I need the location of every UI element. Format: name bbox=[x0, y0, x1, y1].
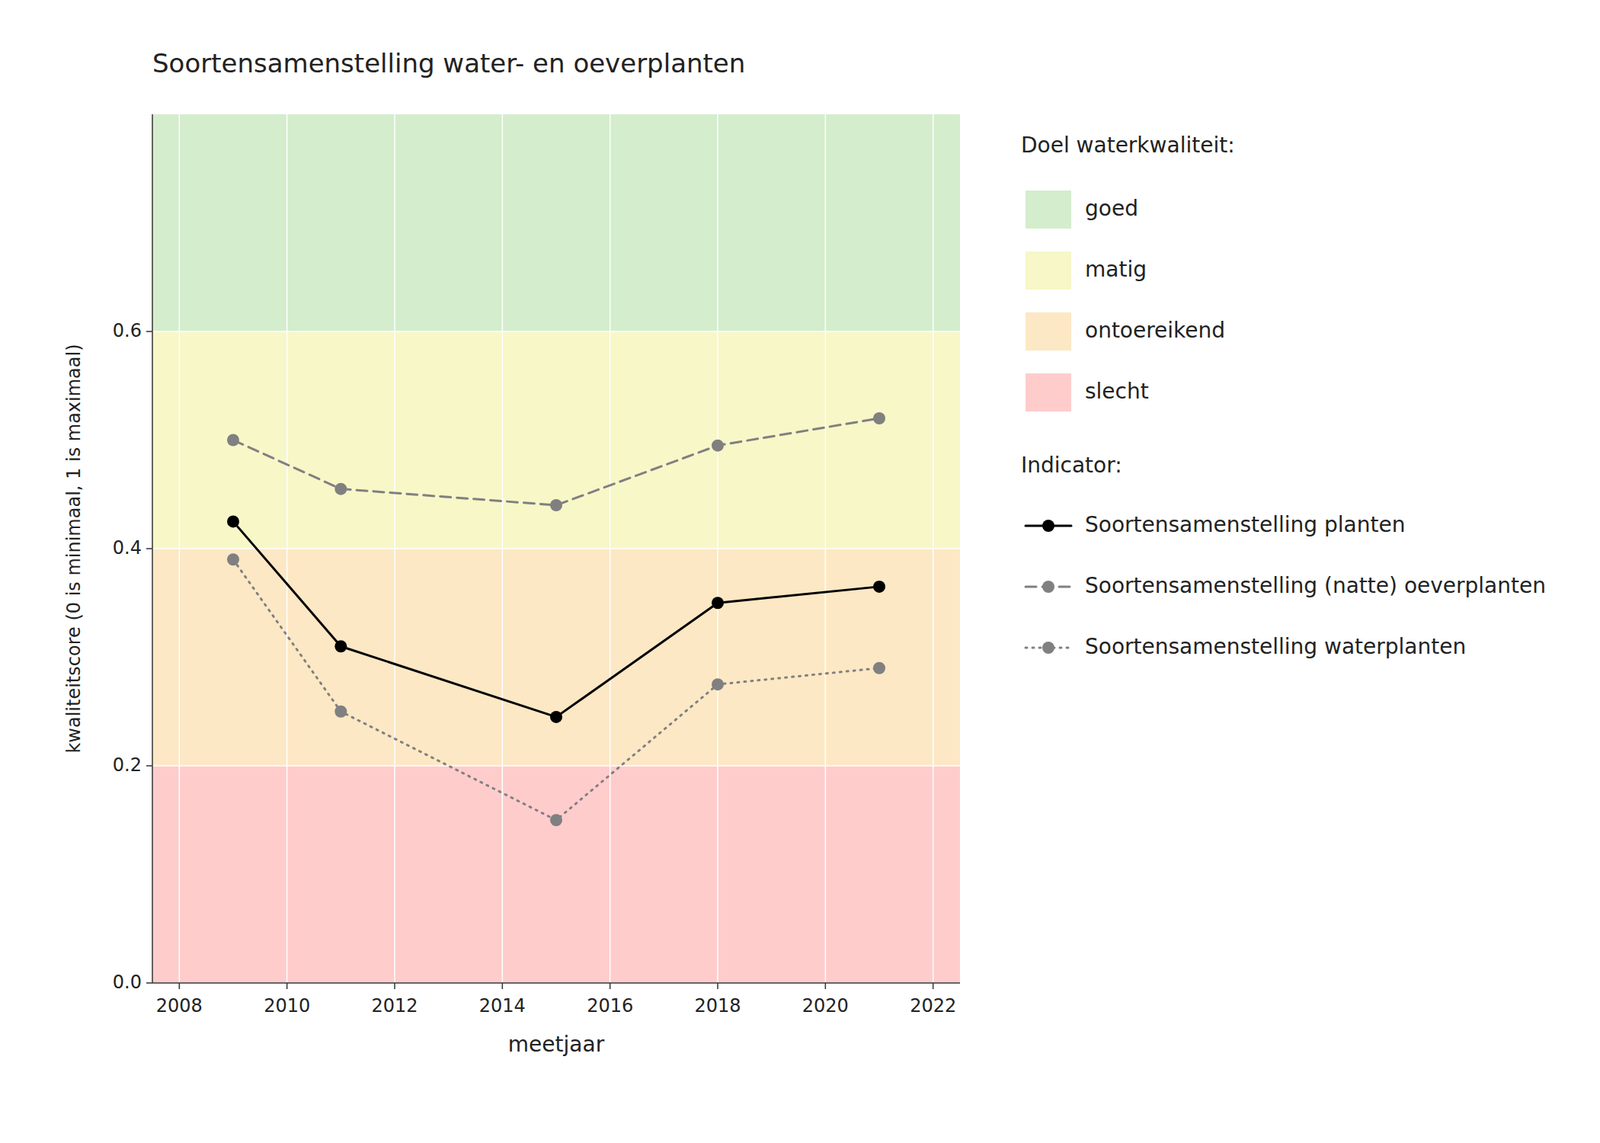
y-tick bbox=[146, 547, 153, 550]
legend-title: Doel waterkwaliteit: bbox=[1020, 132, 1236, 158]
y-tick bbox=[146, 764, 153, 767]
x-tick-label: 2012 bbox=[371, 995, 418, 1017]
series-point bbox=[873, 580, 886, 593]
quality-band bbox=[152, 114, 960, 332]
series-point bbox=[227, 515, 240, 528]
axes: 0.0 0.2 0.4 0.6 2008 2010 2012 2014 2016 2018 2020… bbox=[112, 114, 960, 1017]
x-tick-label: 2018 bbox=[694, 995, 741, 1017]
grid-line-x bbox=[716, 114, 719, 983]
series-point bbox=[711, 678, 724, 691]
legend-label: Soortensamenstelling (natte) oeverplante… bbox=[1084, 572, 1546, 599]
y-tick-label: 0.6 bbox=[112, 320, 142, 342]
x-tick bbox=[393, 982, 396, 989]
series-point bbox=[873, 662, 886, 675]
series-point bbox=[227, 434, 240, 447]
legend-label: Soortensamenstelling planten bbox=[1084, 512, 1405, 538]
grid-line-y bbox=[152, 547, 960, 550]
legend-swatch bbox=[1025, 373, 1072, 412]
series-point bbox=[873, 412, 886, 425]
grid-line-x bbox=[609, 114, 612, 983]
x-tick-label: 2014 bbox=[479, 995, 526, 1017]
chart: Soortensamenstelling water- en oeverplan… bbox=[0, 0, 1600, 1143]
legend-swatch bbox=[1025, 312, 1072, 351]
legend-swatch bbox=[1025, 251, 1072, 290]
series-group bbox=[227, 412, 886, 826]
legend-label: ontoereikend bbox=[1084, 317, 1226, 343]
bands bbox=[152, 114, 960, 983]
grid bbox=[152, 114, 960, 983]
x-tick bbox=[502, 982, 504, 989]
legend-label: Soortensamenstelling waterplanten bbox=[1084, 633, 1466, 660]
y-tick bbox=[146, 330, 153, 333]
grid-line-y bbox=[152, 982, 960, 984]
y-tick-label: 0.0 bbox=[112, 971, 142, 993]
series-point bbox=[711, 439, 724, 452]
x-axis-line bbox=[152, 982, 960, 984]
grid-line-x bbox=[179, 114, 181, 983]
x-tick-label: 2020 bbox=[802, 995, 849, 1017]
series-line bbox=[233, 559, 880, 820]
series-point bbox=[550, 710, 563, 724]
series-point bbox=[334, 483, 347, 496]
grid-line-x bbox=[286, 114, 288, 983]
legend-label: matig bbox=[1084, 256, 1147, 282]
y-axis-label: kwaliteitscore (0 is minimaal, 1 is maxi… bbox=[63, 343, 85, 753]
y-tick-label: 0.2 bbox=[112, 754, 142, 776]
legend-label: goed bbox=[1084, 195, 1139, 221]
series-point bbox=[334, 705, 347, 718]
quality-band bbox=[152, 331, 960, 549]
x-tick bbox=[825, 982, 827, 989]
series-point bbox=[550, 813, 563, 826]
x-tick bbox=[716, 982, 719, 989]
series-point bbox=[227, 553, 240, 566]
grid-line-y bbox=[152, 330, 960, 333]
legend: Doel waterkwaliteit: goed matig ontoereiken… bbox=[1020, 132, 1546, 660]
series-line bbox=[233, 521, 880, 717]
x-tick bbox=[179, 982, 181, 989]
title: Soortensamenstelling water- en oeverplan… bbox=[152, 48, 746, 79]
series-point bbox=[711, 596, 724, 609]
legend-marker bbox=[1042, 519, 1055, 532]
legend-marker bbox=[1042, 641, 1055, 654]
series-point bbox=[550, 499, 563, 512]
legend-title: Indicator: bbox=[1020, 452, 1123, 478]
x-tick bbox=[286, 982, 288, 989]
series-point bbox=[334, 640, 347, 653]
x-axis-label: meetjaar bbox=[508, 1031, 605, 1057]
series-line bbox=[233, 418, 880, 506]
x-tick bbox=[609, 982, 612, 989]
quality-band bbox=[152, 765, 960, 983]
x-tick-label: 2010 bbox=[263, 995, 311, 1017]
y-tick bbox=[146, 982, 153, 984]
grid-line-x bbox=[502, 114, 504, 983]
y-tick-label: 0.4 bbox=[112, 537, 142, 559]
legend-swatch bbox=[1025, 190, 1072, 229]
x-tick-label: 2016 bbox=[586, 995, 634, 1017]
x-tick-label: 2008 bbox=[156, 995, 203, 1017]
grid-line-x bbox=[825, 114, 827, 983]
grid-line-y bbox=[152, 764, 960, 767]
legend-marker bbox=[1042, 580, 1055, 593]
grid-line-x bbox=[393, 114, 396, 983]
legend-label: slecht bbox=[1084, 378, 1149, 404]
quality-band bbox=[152, 548, 960, 766]
grid-line-x bbox=[932, 114, 935, 983]
x-tick bbox=[932, 982, 935, 989]
x-tick-label: 2022 bbox=[909, 995, 957, 1017]
